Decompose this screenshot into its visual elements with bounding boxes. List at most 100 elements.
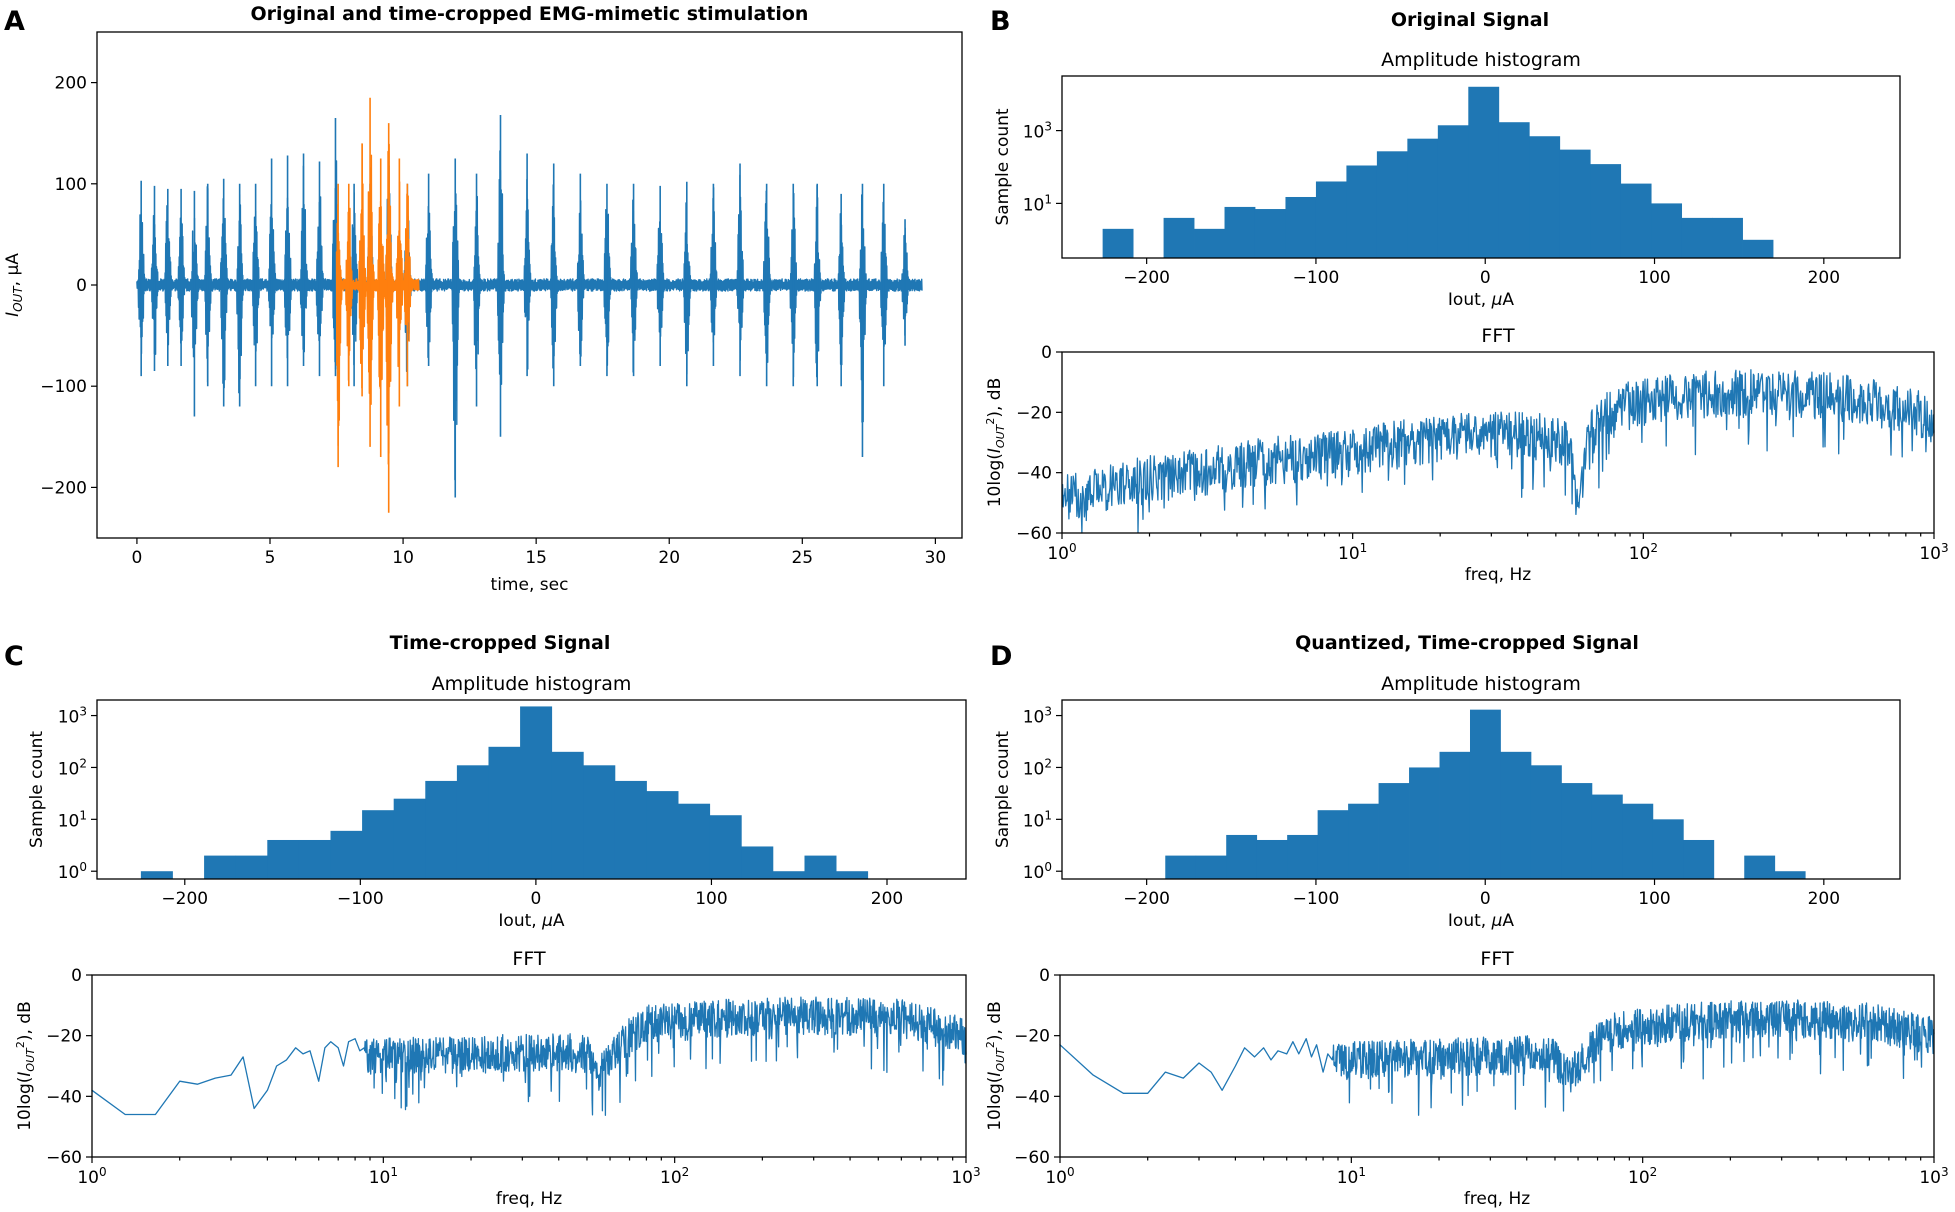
histogram-bar <box>1529 136 1561 258</box>
x-tick-label: 101 <box>369 1165 398 1188</box>
histogram-bar <box>1683 839 1715 879</box>
y-tick-label: −20 <box>1016 403 1052 423</box>
x-tick-label: 10 <box>392 548 414 568</box>
y-tick-label: 0 <box>1039 966 1050 986</box>
histogram-title: Amplitude histogram <box>1381 49 1581 71</box>
plot-frame <box>1061 699 1901 880</box>
x-tick-label: 103 <box>1919 541 1948 564</box>
y-tick-label: −40 <box>1014 1087 1050 1107</box>
x-tick-label: 100 <box>695 889 727 909</box>
histogram-bar <box>1530 765 1562 879</box>
plot-frame <box>96 699 967 880</box>
histogram-bar <box>140 871 173 879</box>
fft-line <box>1059 999 1935 1116</box>
histogram-bar <box>1591 794 1623 879</box>
y-tick-label: 103 <box>58 705 87 728</box>
histogram-bar <box>551 751 584 879</box>
histogram-bar <box>741 846 774 879</box>
x-tick-label: 200 <box>1808 268 1840 288</box>
x-axis-label: freq, Hz <box>1464 1189 1530 1209</box>
histogram-bar <box>393 798 426 879</box>
histogram-bar <box>1742 239 1774 258</box>
histogram-bar <box>1498 122 1530 258</box>
y-tick-label: −20 <box>1014 1027 1050 1047</box>
y-tick-label: −200 <box>40 478 87 498</box>
histogram-bar <box>1468 86 1500 258</box>
fft-title: FFT <box>1480 948 1514 970</box>
x-tick-label: 103 <box>951 1165 980 1188</box>
histogram-bar <box>1622 803 1654 879</box>
x-axis-label: Iout, μA <box>1448 290 1515 310</box>
histogram-bar <box>1285 196 1317 258</box>
histogram-bar <box>1378 783 1410 879</box>
x-tick-label: 101 <box>1338 541 1367 564</box>
y-tick-label: 100 <box>55 175 87 195</box>
histogram-bar <box>1256 839 1288 879</box>
histogram-bar <box>1226 834 1258 879</box>
y-tick-label: −40 <box>1016 464 1052 484</box>
quantized-fft-plot: FFT 100 101 102 103 0 −20 −40 −60 freq, Hz 10log(I… <box>984 948 1949 1209</box>
x-tick-label: 102 <box>660 1165 689 1188</box>
x-tick-label: 15 <box>525 548 547 568</box>
x-tick-label: −100 <box>1293 889 1340 909</box>
histogram-bar <box>204 855 237 879</box>
histogram-bar <box>614 780 647 879</box>
y-tick-label: 102 <box>1023 756 1052 779</box>
plot-frame <box>1061 75 1901 259</box>
histogram-bar <box>1561 783 1593 879</box>
x-tick-label: 103 <box>1919 1165 1948 1188</box>
x-tick-label: 200 <box>871 889 903 909</box>
fft-line <box>1061 369 1935 534</box>
y-tick-label: 101 <box>1023 808 1052 831</box>
x-tick-label: −200 <box>161 889 208 909</box>
histogram-bar <box>1376 151 1408 258</box>
histogram-bar <box>298 839 331 879</box>
cropped-signal-line <box>335 143 420 465</box>
histogram-bar <box>1712 217 1743 258</box>
x-tick-label: −100 <box>337 889 384 909</box>
x-tick-label: −100 <box>1293 268 1340 288</box>
fft-title: FFT <box>1481 325 1515 347</box>
histogram-bar <box>804 855 837 879</box>
histogram-bar <box>1500 751 1532 879</box>
y-tick-label: −60 <box>1016 524 1052 544</box>
panel-label-a: A <box>4 6 25 37</box>
histogram-bar <box>456 765 489 879</box>
plot-frame <box>91 974 967 1158</box>
histogram-bar <box>1774 871 1806 879</box>
y-tick-label: 0 <box>71 966 82 986</box>
histogram-bar <box>1315 181 1347 258</box>
x-tick-label: 0 <box>530 889 541 909</box>
x-axis-label: freq, Hz <box>1465 565 1531 585</box>
x-tick-label: 0 <box>132 548 143 568</box>
y-tick-label: −60 <box>46 1148 82 1168</box>
histogram-bar <box>425 780 458 879</box>
histogram-bar <box>646 791 679 879</box>
quantized-amplitude-histogram: Amplitude histogram −200 −100 0 100 200 103 102… <box>993 673 1901 931</box>
panel-label-c: C <box>4 641 24 672</box>
y-tick-label: 101 <box>58 808 87 831</box>
y-axis-label: IOUT, μA <box>3 253 25 317</box>
y-tick-label: 0 <box>1041 343 1052 363</box>
y-tick-label: 0 <box>76 276 87 296</box>
histogram-bar <box>1651 203 1683 258</box>
cropped-amplitude-histogram: Amplitude histogram −200 −100 0 100 200 103 102… <box>27 673 967 931</box>
histogram-bar <box>1317 810 1349 879</box>
original-fft-plot: FFT 100 101 102 103 0 −20 −40 −60 freq, Hz 10log(I… <box>984 325 1949 585</box>
x-tick-label: 102 <box>1628 1165 1657 1188</box>
histogram-bar <box>583 765 616 879</box>
cropped-fft-plot: FFT 100 101 102 103 0 −20 −40 −60 freq, Hz 10log(I… <box>14 948 981 1209</box>
plot-frame <box>1061 351 1935 534</box>
histogram-bar <box>1437 125 1469 258</box>
y-tick-label: 100 <box>58 860 87 883</box>
x-axis-label: Iout, μA <box>1448 911 1515 931</box>
histogram-bar <box>267 839 300 879</box>
y-tick-label: 101 <box>1023 192 1052 215</box>
original-amplitude-histogram: Amplitude histogram −200 −100 0 100 200 103 101… <box>993 49 1901 310</box>
histogram-bar <box>1163 217 1195 258</box>
quantized-signal-title: Quantized, Time-cropped Signal <box>1295 632 1639 654</box>
histogram-bar <box>678 803 711 879</box>
y-tick-label: −60 <box>1014 1148 1050 1168</box>
histogram-bar <box>1469 709 1501 879</box>
